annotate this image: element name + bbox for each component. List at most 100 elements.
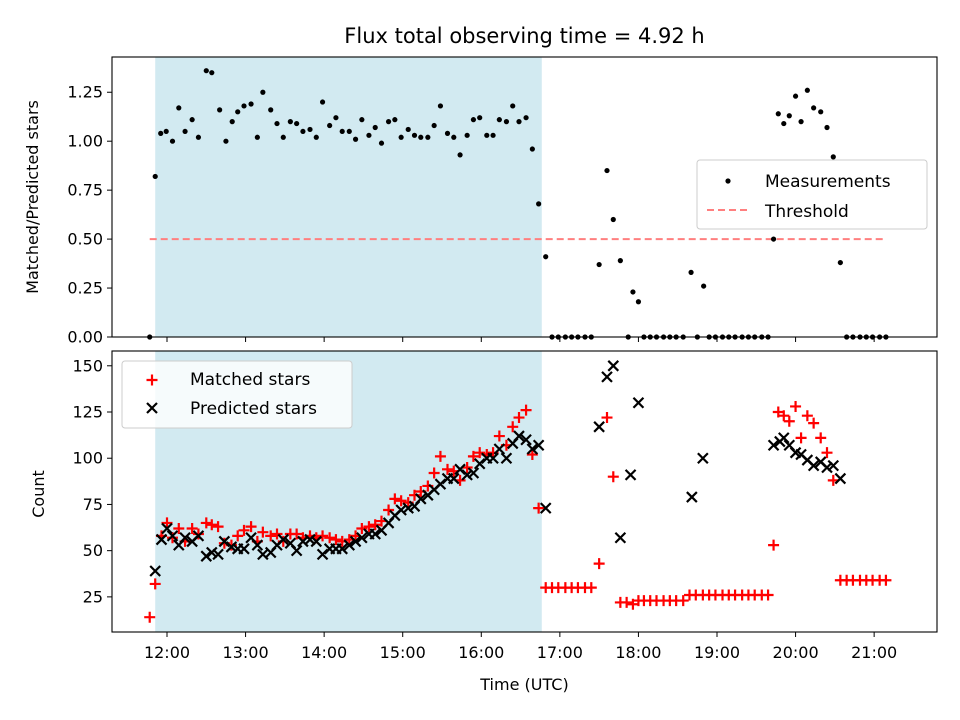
predicted-star-point	[532, 439, 545, 452]
matched-star-point	[149, 578, 161, 590]
predicted-star-point	[179, 531, 191, 544]
predicted-star-point	[632, 396, 645, 409]
bottom-y-ticks: 25 50 75 100 125 150	[72, 356, 112, 606]
matched-star-point	[533, 502, 545, 514]
bottom-x-tick-label: 17:00	[537, 643, 583, 662]
bottom-x-tick-label: 12:00	[144, 643, 190, 662]
matched-star-point	[206, 519, 218, 531]
measurement-point	[209, 70, 215, 76]
predicted-star-point	[149, 565, 161, 577]
measurement-point	[268, 107, 274, 113]
measurements-series	[147, 68, 889, 340]
predicted-star-point	[349, 535, 362, 548]
predicted-star-point	[448, 472, 460, 485]
predicted-star-point	[192, 530, 205, 542]
bottom-x-tick-label: 21:00	[851, 643, 897, 662]
measurement-point	[503, 119, 510, 125]
legend-measurements-marker	[725, 178, 731, 184]
measurement-point	[287, 119, 293, 125]
measurement-point	[457, 152, 463, 158]
matched-star-point	[245, 521, 257, 533]
matched-star-point	[795, 432, 807, 444]
bottom-y-tick-label: 50	[83, 541, 103, 560]
measurement-point	[837, 259, 843, 266]
predicted-star-point	[310, 535, 323, 548]
measurement-point	[372, 124, 378, 131]
matched-star-point	[677, 595, 689, 607]
measurement-point	[604, 167, 610, 174]
predicted-star-point	[155, 533, 168, 546]
matched-star-point	[762, 589, 774, 601]
bottom-y-tick-label: 75	[83, 495, 103, 514]
measurement-point	[229, 119, 235, 125]
matched-star-point	[783, 415, 795, 427]
predicted-star-point	[593, 421, 605, 433]
measurement-point	[411, 132, 418, 138]
predicted-star-point	[336, 543, 348, 555]
matched-star-point	[232, 530, 244, 542]
bottom-y-tick-label: 100	[72, 449, 103, 468]
measurement-point	[529, 146, 535, 152]
measurement-point	[195, 134, 202, 140]
measurement-point	[418, 134, 424, 140]
top-y-tick-label: 1.25	[67, 83, 103, 102]
top-y-tick-label: 0.50	[67, 230, 103, 249]
measurement-point	[241, 103, 247, 109]
measurement-point	[163, 128, 169, 135]
measurement-point	[688, 269, 694, 275]
predicted-star-point	[526, 443, 539, 455]
matched-star-point	[383, 504, 395, 516]
predicted-star-point	[807, 459, 820, 472]
predicted-star-point	[161, 522, 173, 535]
matched-star-point	[442, 463, 453, 475]
legend-measurements-label: Measurements	[765, 172, 891, 192]
matched-star-point	[161, 517, 173, 529]
matched-star-point	[507, 421, 519, 433]
matched-star-point	[265, 530, 277, 542]
matched-star-point	[801, 410, 813, 422]
x-axis-label: Time (UTC)	[479, 675, 568, 694]
matched-star-point	[827, 474, 839, 486]
measurement-point	[405, 126, 411, 133]
top-x-ticks	[166, 337, 875, 342]
predicted-star-point	[251, 539, 264, 551]
measurement-point	[385, 119, 392, 125]
predicted-star-point	[200, 550, 213, 562]
predicted-star-point	[614, 531, 627, 544]
legend-matched-marker	[146, 374, 158, 386]
matched-star-point	[363, 521, 375, 533]
measurement-point	[280, 134, 286, 140]
measurement-point	[152, 173, 158, 180]
measurement-point	[635, 299, 642, 305]
measurement-point	[189, 117, 195, 123]
matched-star-point	[167, 532, 178, 544]
matched-star-point	[238, 524, 250, 536]
predicted-star-point	[500, 452, 513, 465]
matched-star-point	[467, 450, 479, 462]
matched-star-point	[778, 410, 790, 422]
matched-star-point	[621, 596, 633, 608]
measurement-point	[274, 120, 280, 127]
measurement-point	[804, 87, 810, 93]
matched-star-point	[271, 528, 283, 540]
measurement-point	[811, 105, 817, 111]
matched-star-point	[192, 528, 204, 540]
predicted-star-point	[601, 371, 613, 383]
predicted-star-point	[624, 469, 637, 481]
predicted-star-point	[487, 452, 499, 465]
bottom-x-tick-label: 13:00	[223, 643, 269, 662]
measurement-point	[477, 115, 483, 121]
matched-star-point	[493, 430, 505, 442]
measurement-point	[824, 124, 830, 131]
bottom-x-tick-label: 16:00	[458, 643, 504, 662]
matched-star-point	[257, 526, 269, 538]
predicted-star-point	[767, 439, 780, 452]
measurement-point	[523, 115, 529, 121]
bottom-x-tick-label: 18:00	[615, 643, 661, 662]
matched-star-point	[376, 515, 387, 527]
measurement-point	[431, 122, 437, 129]
matched-star-point	[186, 522, 198, 534]
measurement-point	[176, 105, 182, 111]
top-axes-frame	[111, 56, 938, 338]
